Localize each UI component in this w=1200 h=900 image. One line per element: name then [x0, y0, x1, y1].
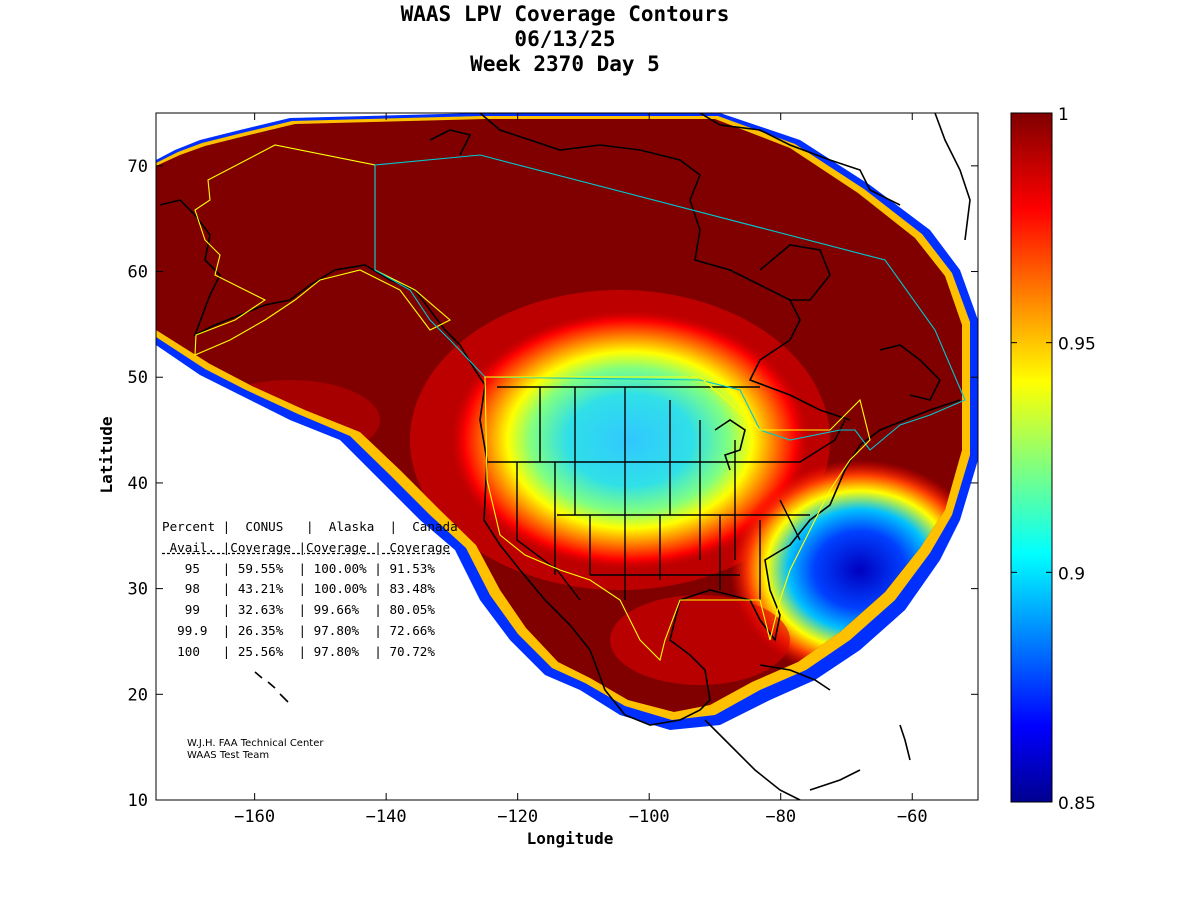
y-tick-label: 60	[128, 263, 148, 283]
colorbar-tick-label: 1	[1058, 105, 1069, 125]
canada-boundary	[374, 154, 966, 451]
colorbar-ticks: 0.85 0.9 0.95 1	[1011, 105, 1096, 814]
stats-row: 100 | 25.56% | 97.80% | 70.72%	[162, 643, 435, 659]
x-tick-label: −60	[897, 807, 928, 827]
colorbar-tick-label: 0.85	[1058, 794, 1096, 814]
credit-text: W.J.H. FAA Technical Center WAAS Test Te…	[187, 738, 323, 762]
y-tick-label: 50	[128, 368, 148, 388]
y-tick-label: 10	[128, 791, 148, 811]
stats-row: 99.9 | 26.35% | 97.80% | 72.66%	[162, 622, 435, 638]
stats-row: 95 | 59.55% | 100.00% | 91.53%	[162, 560, 435, 576]
chart-title: WAAS LPV Coverage Contours	[400, 2, 730, 26]
stats-row: 99 | 32.63% | 99.66% | 80.05%	[162, 602, 435, 618]
credit-line-2: WAAS Test Team	[187, 750, 270, 761]
x-axis-label: Longitude	[527, 829, 614, 848]
stats-row: 98 | 43.21% | 100.00% | 83.48%	[162, 581, 435, 597]
gulf-red-band	[610, 595, 790, 685]
plot-frame	[155, 112, 979, 801]
y-tick-label: 30	[128, 580, 148, 600]
stats-header-row: Avail. |Coverage |Coverage | Coverage	[162, 539, 451, 555]
y-tick-label: 20	[128, 685, 148, 705]
x-tick-label: −140	[366, 807, 407, 827]
conus-boundary	[484, 376, 871, 662]
y-tick-labels: 10 20 30 40 50 60 70	[128, 157, 148, 811]
x-tick-label: −120	[497, 807, 538, 827]
alaska-boundary	[194, 144, 451, 356]
x-tick-label: −100	[629, 807, 670, 827]
y-axis-label: Latitude	[97, 416, 116, 493]
x-tick-label: −160	[234, 807, 275, 827]
coastlines	[159, 113, 971, 800]
chart-date: 06/13/25	[514, 27, 616, 51]
colorbar-tick-label: 0.9	[1058, 564, 1085, 584]
chart-week-day: Week 2370 Day 5	[470, 52, 660, 76]
credit-line-1: W.J.H. FAA Technical Center	[187, 738, 324, 749]
x-tick-labels: −160 −140 −120 −100 −80 −60	[234, 807, 927, 827]
y-tick-label: 40	[128, 474, 148, 494]
coverage-statistics-table: Percent | CONUS | Alaska | Canada Avail.…	[162, 517, 465, 663]
axis-ticks	[156, 113, 978, 801]
colorbar	[1010, 112, 1053, 803]
conus-low-region	[450, 310, 810, 570]
y-tick-label: 70	[128, 157, 148, 177]
x-tick-label: −80	[765, 807, 796, 827]
stats-header-row: Percent | CONUS | Alaska | Canada	[162, 519, 466, 534]
colorbar-tick-label: 0.95	[1058, 335, 1096, 355]
